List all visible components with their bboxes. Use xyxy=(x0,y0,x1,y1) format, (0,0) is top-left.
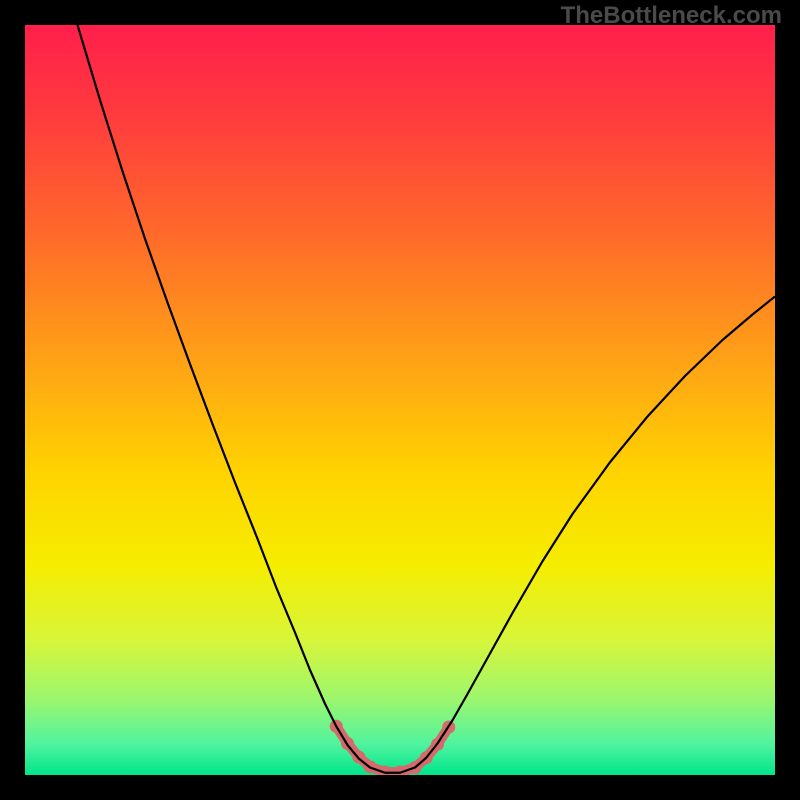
watermark-text: TheBottleneck.com xyxy=(561,2,782,30)
chart-svg xyxy=(25,25,775,775)
plot-area xyxy=(25,25,775,775)
chart-frame: TheBottleneck.com xyxy=(0,0,800,800)
